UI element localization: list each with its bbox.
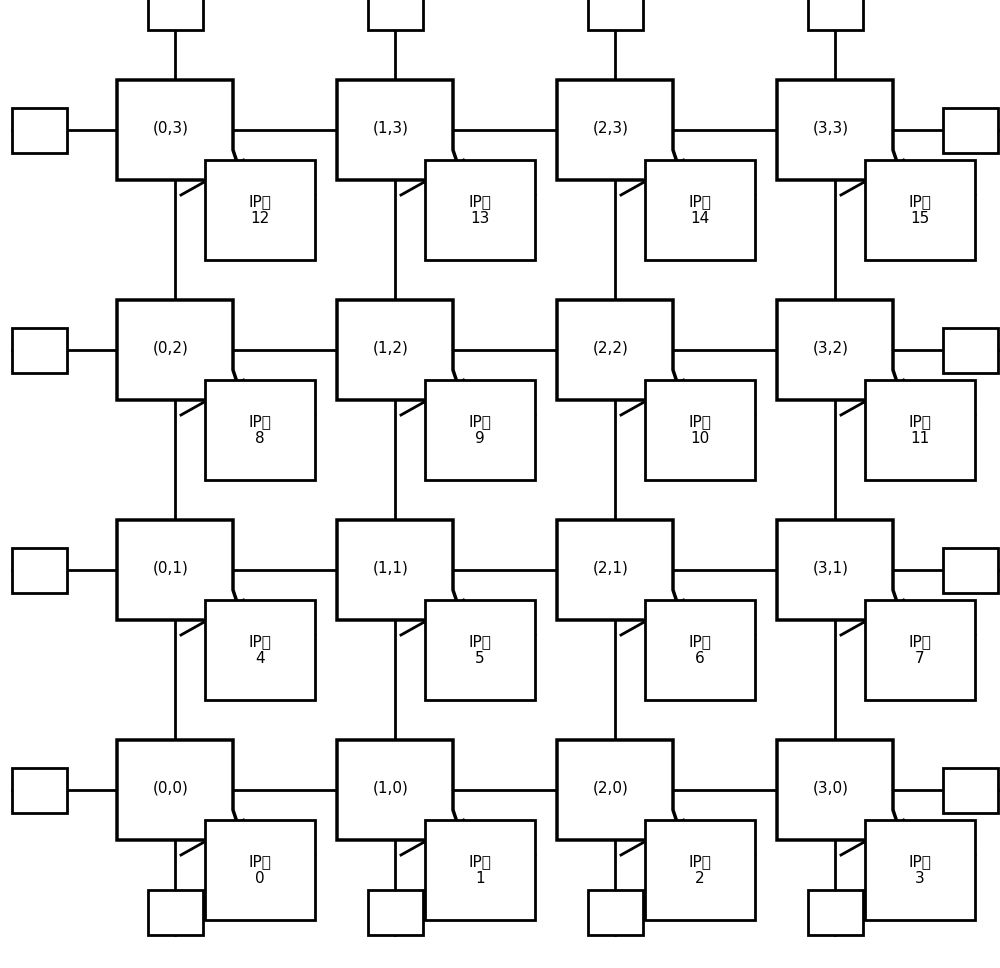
Text: (3,0): (3,0) [813,780,849,796]
Text: (1,3): (1,3) [373,120,409,136]
Bar [425,820,535,920]
Polygon shape [777,80,908,195]
Bar [368,0,422,30]
Text: IP核
2: IP核 2 [689,854,711,886]
Text: (0,2): (0,2) [153,341,189,355]
Polygon shape [557,80,688,195]
Text: (2,3): (2,3) [593,120,629,136]
Polygon shape [337,80,468,195]
Text: IP核
11: IP核 11 [909,413,931,446]
Polygon shape [777,300,908,415]
Text: (1,2): (1,2) [373,341,409,355]
Bar [205,600,315,700]
Text: IP核
0: IP核 0 [249,854,271,886]
Bar [808,0,862,30]
Bar [943,548,998,592]
Bar [865,820,975,920]
Text: (1,1): (1,1) [373,560,409,576]
Text: (2,0): (2,0) [593,780,629,796]
Bar [148,0,202,30]
Text: (0,0): (0,0) [153,780,189,796]
Bar [425,380,535,480]
Bar [12,768,67,812]
Polygon shape [117,740,248,855]
Bar [205,160,315,260]
Text: IP核
15: IP核 15 [909,194,931,227]
Bar [808,890,862,935]
Text: IP核
14: IP核 14 [689,194,711,227]
Text: (0,1): (0,1) [153,560,189,576]
Polygon shape [557,520,688,635]
Polygon shape [337,520,468,635]
Bar [943,107,998,153]
Bar [865,600,975,700]
Polygon shape [117,520,248,635]
Text: IP核
1: IP核 1 [469,854,491,886]
Bar [205,820,315,920]
Bar [865,380,975,480]
Text: (2,2): (2,2) [593,341,629,355]
Text: IP核
3: IP核 3 [909,854,931,886]
Bar [12,548,67,592]
Text: (3,1): (3,1) [813,560,849,576]
Text: IP核
8: IP核 8 [249,413,271,446]
Polygon shape [337,300,468,415]
Text: IP核
10: IP核 10 [689,413,711,446]
Text: (3,3): (3,3) [813,120,849,136]
Bar [205,380,315,480]
Text: IP核
5: IP核 5 [469,634,491,666]
Text: IP核
9: IP核 9 [469,413,491,446]
Bar [588,0,642,30]
Bar [12,107,67,153]
Bar [865,160,975,260]
Bar [425,160,535,260]
Polygon shape [117,300,248,415]
Bar [645,600,755,700]
Text: (3,2): (3,2) [813,341,849,355]
Text: (1,0): (1,0) [373,780,409,796]
Bar [645,160,755,260]
Polygon shape [117,80,248,195]
Bar [943,768,998,812]
Text: (0,3): (0,3) [153,120,189,136]
Text: IP核
7: IP核 7 [909,634,931,666]
Polygon shape [557,300,688,415]
Text: IP核
12: IP核 12 [249,194,271,227]
Bar [588,890,642,935]
Bar [425,600,535,700]
Text: IP核
6: IP核 6 [689,634,711,666]
Text: (2,1): (2,1) [593,560,629,576]
Polygon shape [557,740,688,855]
Polygon shape [337,740,468,855]
Bar [368,890,422,935]
Text: IP核
4: IP核 4 [249,634,271,666]
Bar [645,380,755,480]
Bar [148,890,202,935]
Bar [943,327,998,373]
Polygon shape [777,740,908,855]
Text: IP核
13: IP核 13 [469,194,491,227]
Polygon shape [777,520,908,635]
Bar [12,327,67,373]
Bar [645,820,755,920]
